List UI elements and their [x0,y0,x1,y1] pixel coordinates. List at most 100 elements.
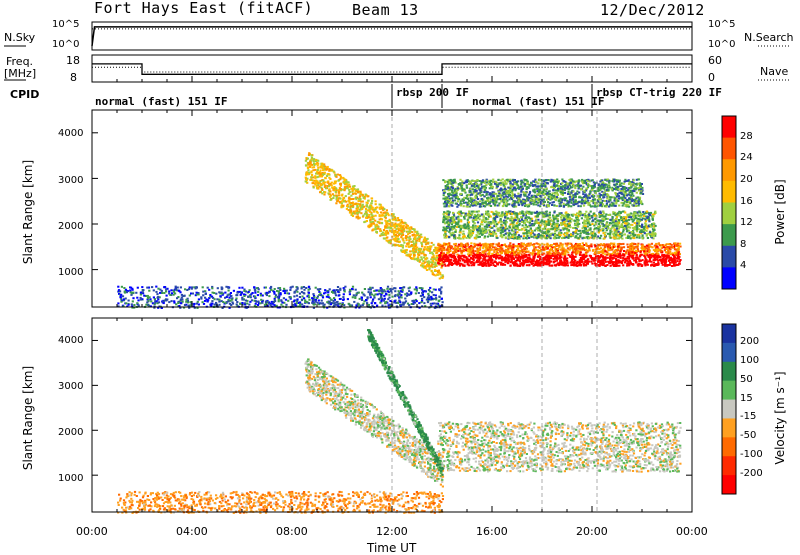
scatter-point [354,210,357,213]
scatter-point [667,248,670,251]
scatter-point [476,254,479,256]
scatter-point [607,260,610,263]
scatter-point [653,254,656,257]
scatter-point [430,258,433,261]
scatter-point [492,256,495,258]
scatter-point [411,240,414,243]
scatter-point [420,256,423,259]
scatter-point [629,248,632,251]
scatter-point [429,248,432,250]
scatter-point [417,249,420,251]
scatter-point [411,231,414,234]
scatter-point [600,234,603,237]
scatter-point [566,234,569,236]
scatter-point [409,230,412,233]
scatter-point [655,242,658,245]
scatter-point [318,185,321,188]
scatter-point [612,236,615,239]
scatter-point [418,237,421,240]
scatter-point [364,220,367,223]
scatter-point [422,252,425,255]
scatter-point [408,255,411,258]
scatter-point [603,234,607,237]
scatter-point [346,187,349,190]
scatter-point [632,242,636,245]
scatter-point [317,166,320,169]
scatter-point [481,250,484,253]
scatter-point [385,232,388,235]
scatter-point [538,243,541,246]
scatter-point [656,258,659,261]
scatter-point [309,161,312,164]
scatter-point [668,264,671,266]
scatter-point [512,224,515,227]
scatter-point [444,258,447,261]
scatter-point [402,234,405,236]
scatter-point [364,210,367,213]
scatter-point [476,252,479,254]
scatter-point [639,213,643,216]
scatter-point [635,225,638,228]
scatter-point [505,221,508,224]
scatter-point [369,225,372,228]
scatter-point [509,264,512,267]
scatter-point [419,249,422,252]
scatter-point [383,232,386,235]
scatter-point [515,262,518,265]
scatter-point [618,254,622,257]
scatter-point [663,249,666,252]
scatter-point [480,213,483,216]
scatter-point [574,236,577,239]
scatter-point [644,257,647,260]
scatter-point [624,211,627,214]
scatter-point [466,262,469,265]
scatter-point [650,263,653,266]
scatter-point [403,230,406,233]
scatter-point [472,228,475,231]
scatter-point [477,236,480,239]
scatter-point [337,194,340,197]
scatter-point [349,205,352,208]
scatter-point [531,262,534,265]
scatter-point [654,212,657,214]
scatter-point [554,250,557,252]
scatter-point [311,166,314,169]
scatter-point [310,156,314,159]
scatter-point [463,234,466,237]
scatter-point [375,210,378,213]
scatter-point [483,256,487,258]
scatter-point [493,223,496,226]
scatter-point [589,256,592,259]
scatter-point [402,249,405,252]
scatter-point [637,250,640,252]
scatter-point [602,215,605,218]
scatter-point [550,244,553,246]
scatter-point [489,261,492,264]
scatter-point [572,198,575,201]
scatter-point [428,267,431,270]
scatter-point [472,255,475,258]
scatter-point [587,258,590,261]
scatter-point [413,237,417,240]
scatter-point [448,236,451,239]
scatter-point [385,209,388,212]
scatter-point [538,262,541,265]
scatter-point [560,256,563,259]
scatter-point [447,251,451,254]
scatter-point [468,235,472,238]
scatter-point [414,245,417,248]
scatter-point [510,252,513,255]
scatter-point [431,271,434,274]
scatter-point [601,255,604,258]
scatter-point [422,262,425,265]
scatter-point [386,240,389,243]
scatter-point [349,210,352,213]
scatter-point [628,255,631,258]
scatter-point [473,222,476,225]
scatter-point [623,224,627,227]
scatter-point [507,258,510,261]
scatter-point [422,260,425,263]
scatter-point [358,195,361,198]
scatter-point [478,218,481,221]
scatter-point [521,256,525,259]
